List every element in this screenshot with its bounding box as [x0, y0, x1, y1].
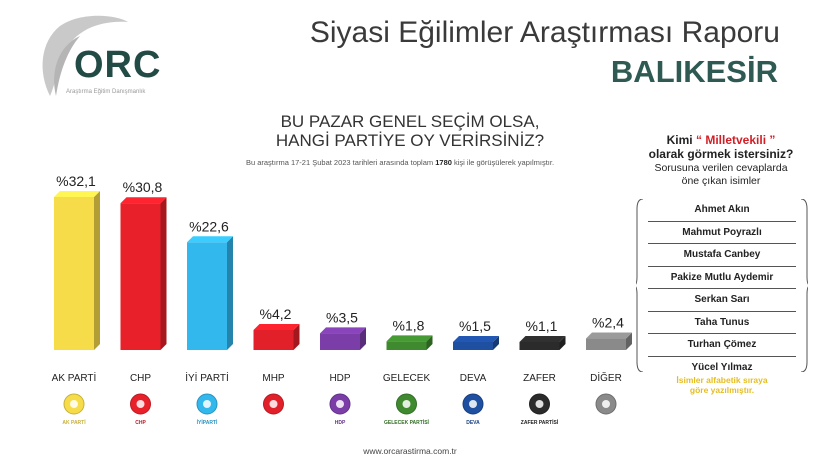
- bar-value-label: %1,5: [459, 318, 491, 334]
- survey-note: Bu araştırma 17-21 Şubat 2023 tarihleri …: [190, 158, 610, 167]
- panel-sub-2: öne çıkan isimler: [681, 175, 761, 187]
- category-label: MHP: [262, 373, 285, 384]
- question-line-1: BU PAZAR GENEL SEÇİM OLSA,: [280, 112, 540, 131]
- party-logo-inner: [269, 400, 278, 408]
- candidate-name: Pakize Mutlu Aydemir: [648, 267, 796, 289]
- vote-bar-chart: %32,1 AK PARTİ AK PARTİ %30,8 CHP CHP %22,6 İYİ…: [52, 173, 632, 426]
- bar-top-8: [586, 332, 632, 339]
- candidate-name: Ahmet Akın: [648, 199, 796, 222]
- candidate-name: Mustafa Canbey: [648, 244, 796, 267]
- party-logo-inner: [336, 400, 344, 408]
- category-label: İYİ PARTİ: [185, 371, 229, 384]
- party-logo-text: ZAFER PARTİSİ: [521, 419, 559, 426]
- panel-head-post: olarak görmek istersiniz?: [648, 147, 794, 161]
- bar-7: [519, 342, 560, 350]
- bar-0: [54, 197, 94, 350]
- bar-4: [320, 333, 360, 350]
- category-label: AK PARTİ: [52, 371, 97, 384]
- party-logo-text: DEVA: [466, 420, 480, 426]
- category-label: GELECEK: [383, 373, 431, 384]
- party-logo-text: HDP: [335, 420, 346, 426]
- category-label: CHP: [130, 373, 151, 384]
- bar-side-3: [293, 323, 300, 350]
- candidate-name: Turhan Çömez: [648, 334, 796, 357]
- panel-head-pre: Kimi: [666, 133, 693, 147]
- survey-question: BU PAZAR GENEL SEÇİM OLSA, HANGİ PARTİYE…: [240, 112, 580, 150]
- panel-footnote: İsimler alfabetik sıraya göre yazılmıştı…: [652, 375, 792, 395]
- bar-5: [386, 341, 427, 350]
- panel-subheading: Sorusuna verilen cevaplarda öne çıkan is…: [636, 162, 806, 188]
- bar-side-0: [94, 191, 100, 350]
- party-logo-inner: [203, 400, 211, 408]
- party-logo-inner: [602, 400, 610, 408]
- bar-side-8: [626, 332, 632, 350]
- note-after: kişi ile görüşülerek yapılmıştır.: [451, 158, 555, 167]
- party-logo-text: İYİPARTİ: [197, 419, 218, 426]
- candidate-name: Serkan Sarı: [648, 289, 796, 312]
- party-logo-inner: [402, 400, 411, 408]
- bar-value-label: %30,8: [123, 179, 163, 195]
- logo-swoosh-icon: [42, 15, 128, 97]
- report-city: BALIKESİR: [610, 54, 778, 89]
- candidate-name: Mahmut Poyrazlı: [648, 222, 796, 244]
- bar-top-4: [320, 327, 366, 334]
- panel-head-highlight: “ Milletvekili ”: [696, 133, 776, 147]
- bar-value-label: %3,5: [326, 309, 358, 325]
- bar-value-label: %2,4: [592, 315, 624, 331]
- bar-side-5: [426, 335, 433, 350]
- bar-2: [187, 242, 227, 350]
- category-label: DEVA: [460, 373, 487, 384]
- candidate-list: Ahmet Akın Mahmut Poyrazlı Mustafa Canbe…: [648, 199, 796, 378]
- party-logo-text: CHP: [135, 420, 146, 426]
- category-label: HDP: [329, 373, 350, 384]
- bar-1: [120, 203, 161, 350]
- bar-value-label: %22,6: [189, 218, 229, 234]
- bar-8: [586, 338, 626, 350]
- category-label: DİĞER: [590, 371, 622, 384]
- panel-foot-1: İsimler alfabetik sıraya: [676, 375, 768, 385]
- bar-value-label: %1,8: [393, 317, 425, 333]
- candidate-panel: Kimi “ Milletvekili ” olarak görmek iste…: [636, 133, 806, 188]
- brand-name: ORC: [74, 44, 162, 86]
- brand-subtitle: Araştırma Eğitim Danışmanlık: [66, 89, 146, 95]
- bar-side-2: [227, 236, 233, 350]
- right-brace-icon: [800, 199, 808, 372]
- question-line-2: HANGİ PARTİYE OY VERİRSİNİZ?: [275, 131, 545, 150]
- left-brace-icon: [636, 199, 644, 372]
- candidate-name: Yücel Yılmaz: [691, 361, 753, 373]
- bar-value-label: %1,1: [526, 318, 558, 334]
- bar-top-6: [453, 336, 499, 342]
- bar-side-7: [559, 336, 566, 350]
- note-count: 1780: [435, 158, 452, 167]
- bar-side-4: [360, 327, 366, 350]
- orc-logo: [42, 15, 128, 97]
- party-logo-inner: [469, 400, 477, 408]
- panel-heading: Kimi “ Milletvekili ” olarak görmek iste…: [636, 133, 806, 161]
- bar-side-1: [160, 197, 167, 350]
- bar-top-0: [54, 191, 100, 197]
- bar-top-7: [519, 336, 566, 342]
- party-logo-inner: [535, 400, 544, 408]
- party-logo-inner: [70, 400, 78, 408]
- footer-url: www.orcarastirma.com.tr: [363, 446, 457, 456]
- party-logo-text: GELECEK PARTİSİ: [384, 419, 430, 426]
- bar-side-6: [493, 336, 499, 350]
- category-label: ZAFER: [523, 373, 556, 384]
- bar-value-label: %32,1: [56, 173, 96, 189]
- bar-value-label: %4,2: [260, 306, 292, 322]
- note-before: Bu araştırma 17-21 Şubat 2023 tarihleri …: [245, 158, 436, 167]
- party-logo-inner: [136, 400, 145, 408]
- bar-top-5: [386, 335, 433, 342]
- candidate-name: Taha Tunus: [648, 312, 796, 334]
- bar-top-2: [187, 236, 233, 243]
- bar-top-1: [120, 197, 167, 204]
- panel-foot-2: göre yazılmıştır.: [689, 385, 755, 395]
- bar-6: [453, 342, 493, 350]
- party-logo-text: AK PARTİ: [62, 419, 86, 426]
- bar-top-3: [253, 323, 300, 330]
- report-title: Siyasi Eğilimler Araştırması Raporu: [309, 16, 780, 49]
- panel-sub-1: Sorusuna verilen cevaplarda: [654, 162, 788, 174]
- bar-3: [253, 329, 294, 350]
